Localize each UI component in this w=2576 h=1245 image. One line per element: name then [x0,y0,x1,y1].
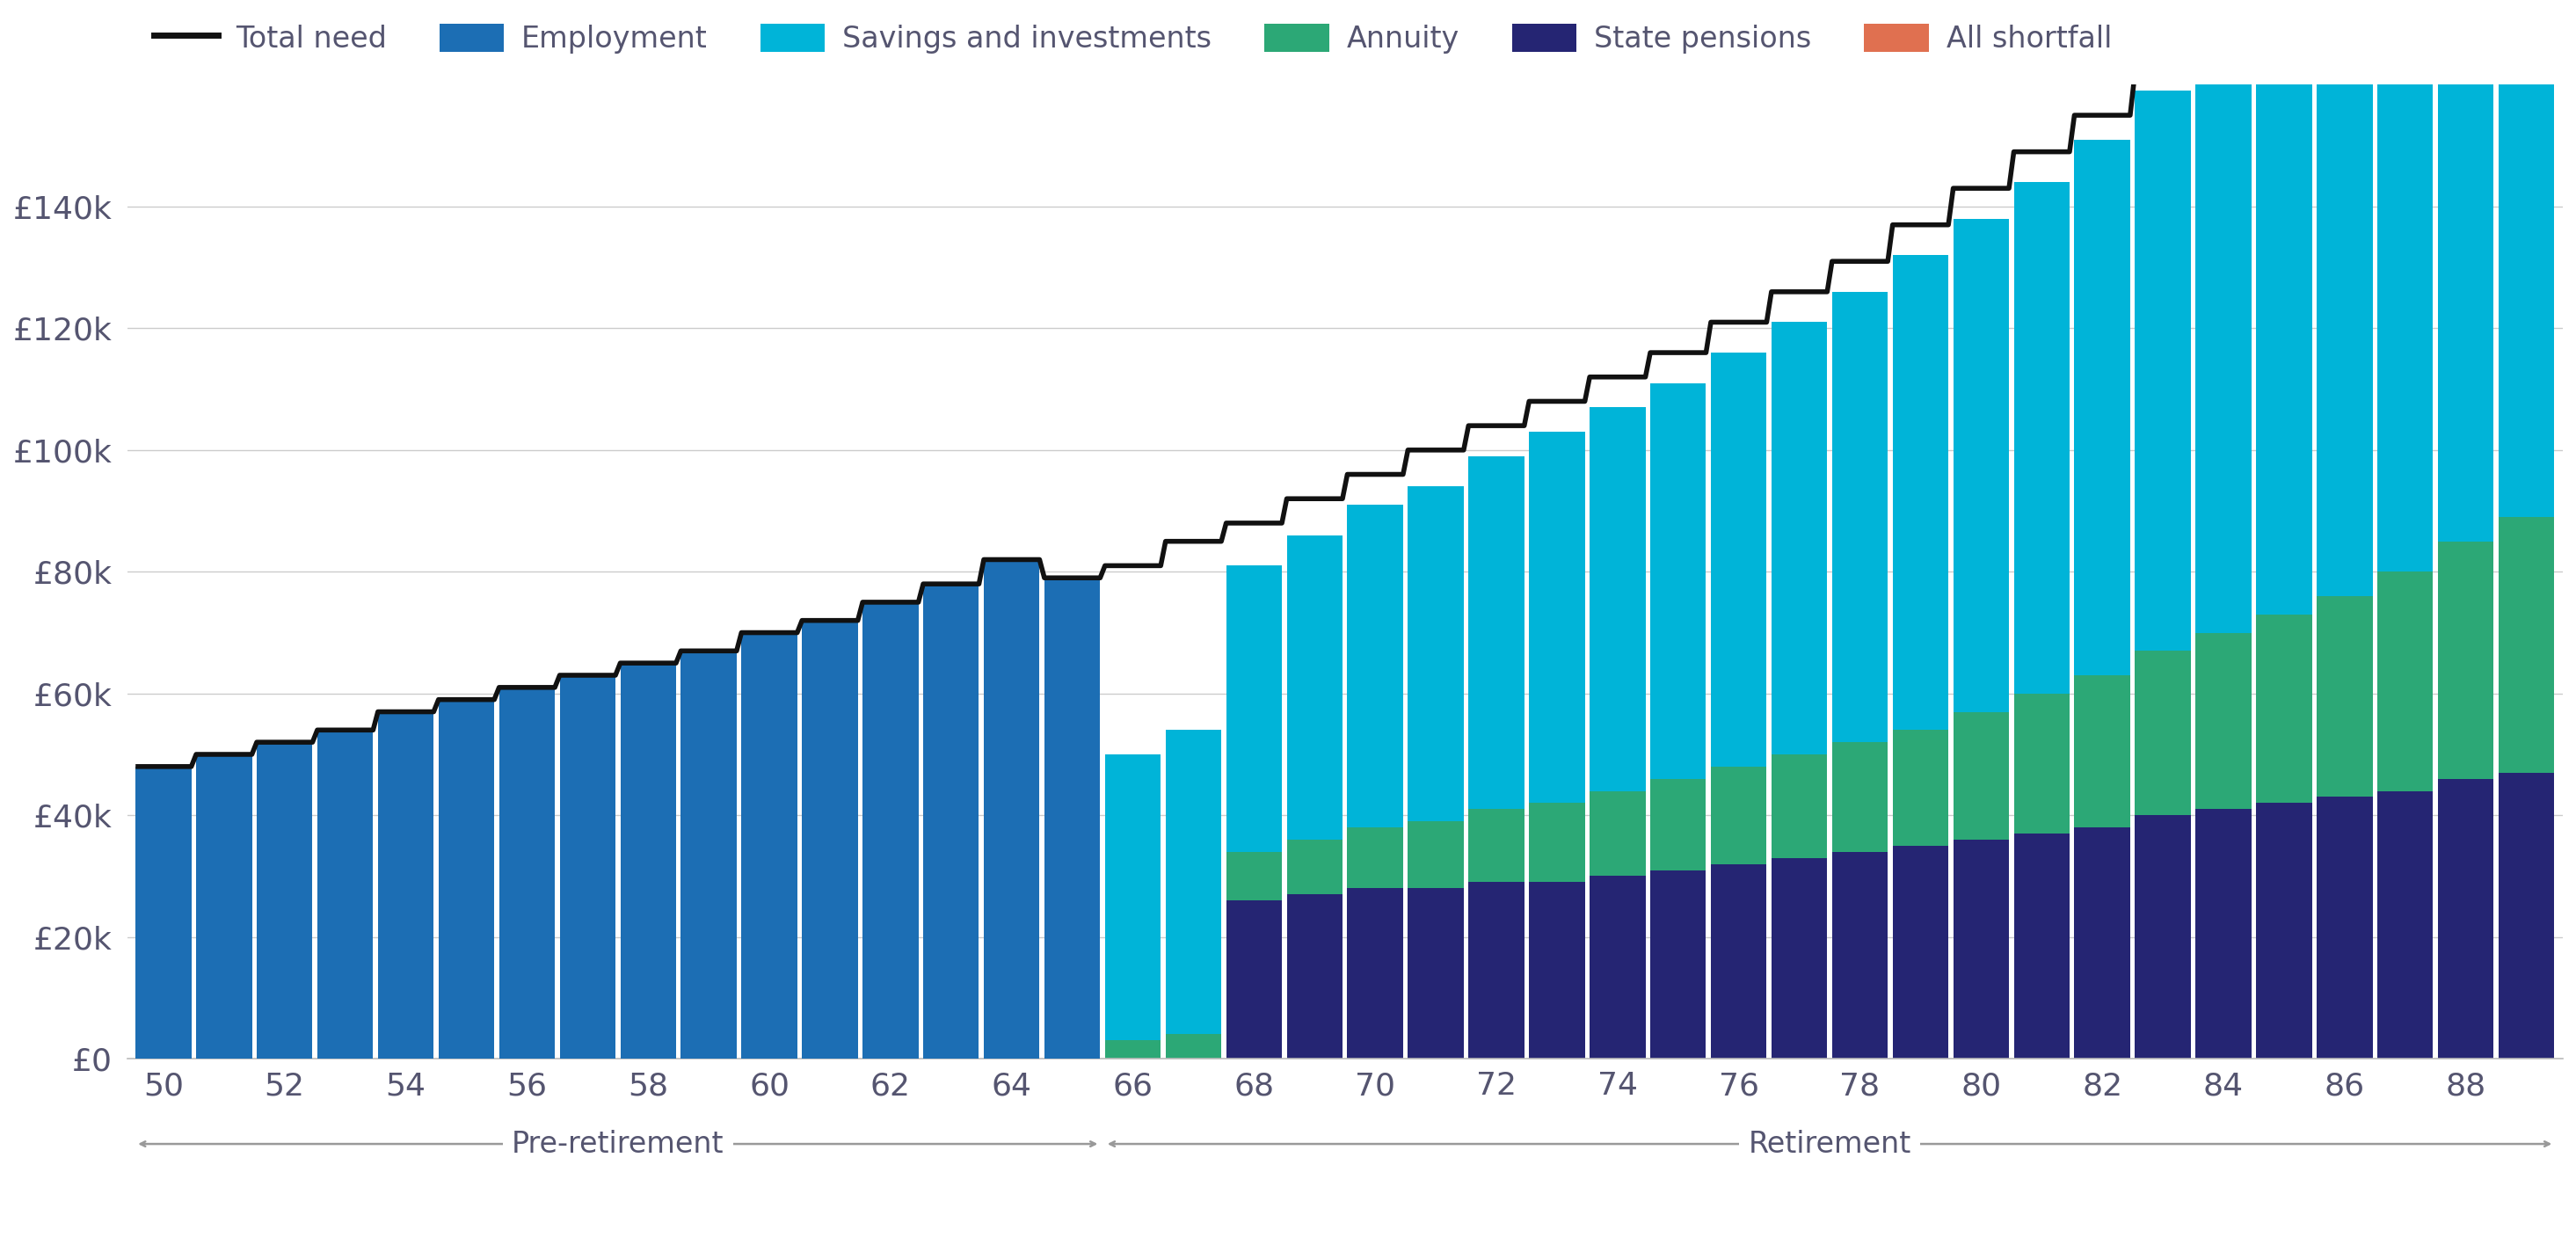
Bar [1347,888,1404,1058]
Bar [1710,864,1767,1058]
Bar [621,664,675,1058]
Bar [2014,182,2069,693]
Bar [1710,767,1767,864]
Bar [2437,542,2494,778]
Bar [500,687,554,1058]
Bar [2257,6,2311,614]
Bar [2136,651,2190,815]
Bar [2378,791,2434,1058]
Bar [1832,742,1888,852]
Bar [1468,809,1525,883]
Bar [2136,91,2190,651]
Bar [1832,852,1888,1058]
Bar [1468,456,1525,809]
Bar [137,767,191,1058]
Bar [1589,876,1646,1058]
Bar [438,700,495,1058]
Bar [258,742,312,1058]
Bar [2136,815,2190,1058]
Bar [317,730,374,1058]
Text: Pre-retirement: Pre-retirement [513,1129,724,1158]
Bar [863,603,920,1058]
Bar [1226,900,1283,1058]
Bar [379,712,433,1058]
Bar [1651,778,1705,870]
Bar [2378,571,2434,791]
Bar [1832,291,1888,742]
Bar [1468,883,1525,1058]
Bar [1710,352,1767,767]
Bar [742,632,796,1058]
Bar [1226,852,1283,900]
Bar [1893,730,1947,845]
Bar [1772,754,1826,858]
Bar [1409,822,1463,888]
Bar [1589,791,1646,876]
Bar [1409,888,1463,1058]
Bar [1043,578,1100,1058]
Bar [1530,432,1584,803]
Bar [2195,49,2251,632]
Bar [1164,730,1221,1035]
Bar [2378,0,2434,571]
Bar [1105,1041,1162,1058]
Bar [1164,1035,1221,1058]
Bar [559,675,616,1058]
Bar [1589,407,1646,791]
Text: Retirement: Retirement [1749,1129,1911,1158]
Bar [1530,883,1584,1058]
Bar [922,584,979,1058]
Bar [2316,0,2372,596]
Bar [1288,535,1342,839]
Bar [2437,0,2494,542]
Bar [2499,517,2555,773]
Bar [1347,504,1404,828]
Bar [196,754,252,1058]
Bar [2014,833,2069,1058]
Bar [1893,255,1947,730]
Bar [2195,632,2251,809]
Bar [1953,839,2009,1058]
Bar [2257,803,2311,1058]
Bar [1651,383,1705,778]
Bar [1651,870,1705,1058]
Bar [2316,596,2372,797]
Bar [1226,565,1283,852]
Bar [1347,828,1404,888]
Bar [2074,139,2130,675]
Bar [1409,487,1463,822]
Bar [1288,839,1342,894]
Bar [1953,712,2009,839]
Bar [2499,0,2555,517]
Bar [2014,693,2069,833]
Bar [984,559,1041,1058]
Bar [1953,219,2009,712]
Bar [2195,809,2251,1058]
Bar [1772,322,1826,754]
Bar [1530,803,1584,883]
Bar [2074,675,2130,828]
Legend: Total need, Employment, Savings and investments, Annuity, State pensions, All sh: Total need, Employment, Savings and inve… [142,11,2123,66]
Bar [2437,778,2494,1058]
Bar [1288,894,1342,1058]
Bar [1893,845,1947,1058]
Bar [2499,773,2555,1058]
Bar [1772,858,1826,1058]
Bar [1105,754,1162,1041]
Bar [801,620,858,1058]
Bar [680,651,737,1058]
Bar [2316,797,2372,1058]
Bar [2074,828,2130,1058]
Bar [2257,614,2311,803]
